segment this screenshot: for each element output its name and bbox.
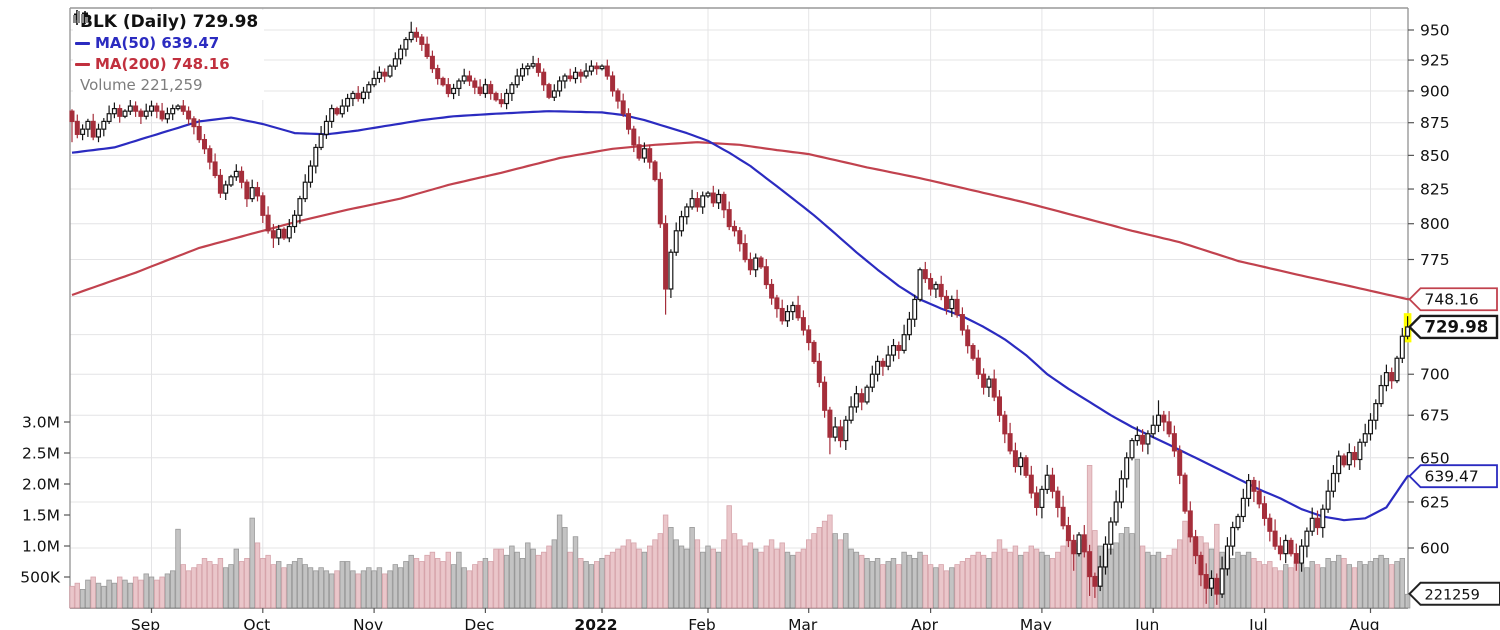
svg-text:Feb: Feb (688, 616, 715, 630)
volume-tag: 221259 (1408, 581, 1500, 606)
svg-text:1.0M: 1.0M (22, 538, 60, 556)
volume-axis-labels: 3.0M 2.5M 2.0M 1.5M 1.0M 500K (20, 414, 70, 587)
volume-bars (69, 458, 1411, 609)
ma200-line (71, 141, 1412, 301)
legend-ma200-row: MA(200) 748.16 (75, 54, 258, 75)
svg-text:Dec: Dec (464, 616, 494, 630)
volume-label: Volume 221,259 (80, 76, 203, 94)
svg-text:2022: 2022 (574, 616, 617, 630)
ma50-line (71, 110, 1412, 522)
svg-text:675: 675 (1420, 407, 1450, 425)
legend-ma50-row: MA(50) 639.47 (75, 33, 258, 54)
last-price-tag: 729.98 (1407, 314, 1499, 340)
svg-text:Aug: Aug (1349, 616, 1379, 630)
chart-legend: BLK (Daily) 729.98 MA(50) 639.47 MA(200)… (73, 10, 265, 100)
svg-text:700: 700 (1420, 366, 1450, 384)
svg-text:775: 775 (1420, 251, 1450, 269)
ma200-label: MA(200) 748.16 (95, 55, 230, 73)
svg-text:825: 825 (1420, 181, 1450, 199)
svg-text:3.0M: 3.0M (22, 414, 60, 432)
svg-text:Nov: Nov (353, 616, 383, 630)
candles (69, 21, 1411, 605)
svg-text:600: 600 (1420, 540, 1450, 558)
ma50-line-swatch (75, 42, 90, 45)
svg-text:221259: 221259 (1425, 587, 1480, 603)
svg-text:2.0M: 2.0M (22, 476, 60, 494)
svg-text:625: 625 (1420, 493, 1450, 511)
price-axis-labels: 950 925 900 875 850 825 800 775 700 675 650 625 600 (1408, 22, 1450, 558)
svg-text:500K: 500K (20, 569, 61, 587)
svg-text:925: 925 (1420, 52, 1450, 70)
svg-text:850: 850 (1420, 147, 1450, 165)
svg-text:875: 875 (1420, 114, 1450, 132)
svg-text:650: 650 (1420, 449, 1450, 467)
plot-frame (69, 7, 1409, 609)
legend-symbol-row: BLK (Daily) 729.98 (74, 10, 259, 33)
svg-text:800: 800 (1420, 215, 1450, 233)
svg-text:May: May (1020, 616, 1052, 630)
svg-text:Jul: Jul (1248, 616, 1268, 630)
svg-text:2.5M: 2.5M (22, 445, 60, 463)
svg-text:748.16: 748.16 (1425, 291, 1479, 309)
svg-text:Apr: Apr (911, 616, 938, 630)
svg-text:Sep: Sep (131, 616, 160, 630)
svg-text:639.47: 639.47 (1425, 468, 1479, 486)
svg-text:900: 900 (1420, 82, 1450, 100)
svg-text:729.98: 729.98 (1425, 317, 1489, 336)
ma200-price-tag: 748.16 (1408, 287, 1498, 312)
svg-text:1.5M: 1.5M (22, 507, 60, 525)
svg-text:Mar: Mar (788, 616, 818, 630)
ma200-line-swatch (75, 63, 90, 66)
ma50-label: MA(50) 639.47 (95, 34, 220, 52)
svg-text:Oct: Oct (243, 616, 270, 630)
legend-volume-row: Volume 221,259 (73, 11, 258, 96)
month-labels: Sep Oct Nov Dec 2022 Feb Mar Apr May Jun Jul Aug (131, 608, 1380, 630)
symbol-title: BLK (Daily) 729.98 (80, 12, 259, 32)
gridlines (70, 8, 1408, 608)
ma50-price-tag: 639.47 (1408, 464, 1498, 489)
svg-text:950: 950 (1420, 22, 1450, 40)
svg-text:Jun: Jun (1134, 616, 1159, 630)
